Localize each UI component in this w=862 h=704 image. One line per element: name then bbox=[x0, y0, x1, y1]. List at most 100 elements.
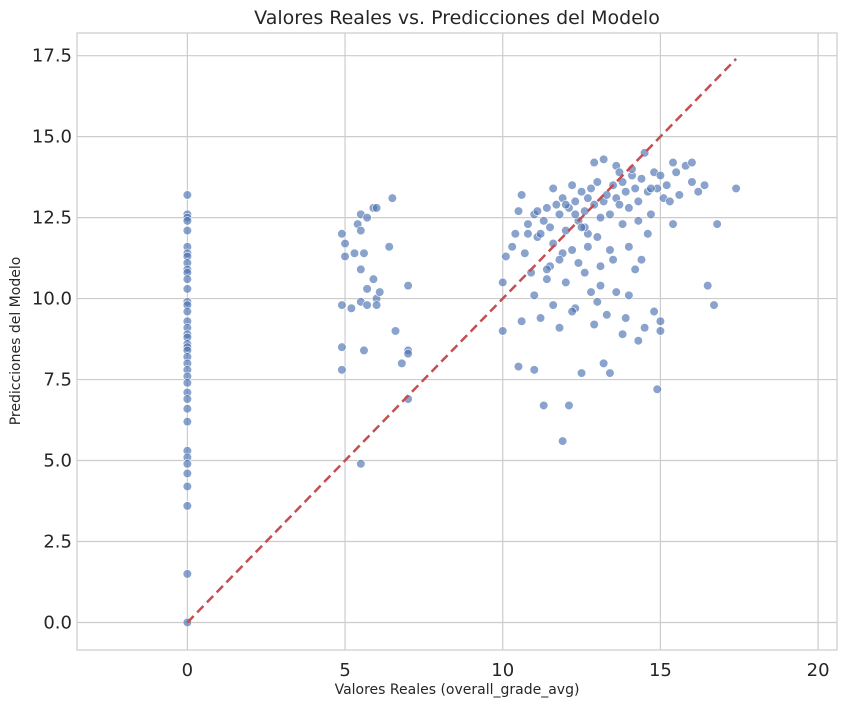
data-point bbox=[182, 378, 192, 388]
data-point bbox=[182, 190, 192, 200]
data-point bbox=[362, 300, 372, 310]
data-point bbox=[687, 177, 697, 187]
data-point bbox=[337, 365, 347, 375]
data-point bbox=[662, 180, 672, 190]
data-point bbox=[570, 209, 580, 219]
data-point bbox=[384, 242, 394, 252]
data-point bbox=[671, 167, 681, 177]
data-point bbox=[576, 368, 587, 378]
data-point bbox=[573, 258, 584, 268]
plot-area bbox=[76, 32, 838, 651]
data-point bbox=[523, 219, 533, 229]
data-point bbox=[712, 219, 722, 229]
data-point bbox=[633, 216, 643, 226]
x-axis-label: Valores Reales (overall_grade_avg) bbox=[335, 682, 580, 698]
reference-line bbox=[186, 58, 737, 624]
data-point bbox=[182, 468, 192, 479]
data-point bbox=[356, 264, 366, 275]
x-tick-label: 0 bbox=[182, 660, 193, 681]
data-point bbox=[340, 251, 350, 262]
data-point bbox=[630, 264, 640, 275]
data-point bbox=[362, 284, 372, 294]
data-point bbox=[564, 400, 574, 411]
data-point bbox=[693, 187, 703, 197]
data-point bbox=[359, 248, 369, 258]
data-point bbox=[182, 394, 192, 404]
data-point bbox=[510, 229, 520, 239]
data-point bbox=[561, 277, 571, 287]
data-point bbox=[633, 196, 643, 207]
data-point bbox=[368, 274, 379, 284]
x-tick-label: 5 bbox=[339, 660, 350, 681]
y-tick-label: 10.0 bbox=[32, 289, 72, 310]
data-point bbox=[567, 180, 577, 190]
data-point bbox=[668, 157, 678, 168]
x-tick-label: 15 bbox=[649, 660, 672, 681]
data-point bbox=[605, 209, 615, 219]
data-point bbox=[390, 326, 401, 336]
data-point bbox=[586, 183, 596, 194]
x-tick-label: 10 bbox=[491, 660, 514, 681]
y-tick-labels: 0.0 2.5 5.0 7.5 10.0 12.5 15.0 17.5 bbox=[32, 46, 72, 634]
data-point bbox=[611, 287, 621, 297]
data-point bbox=[182, 216, 192, 226]
data-points bbox=[182, 148, 741, 628]
data-point bbox=[599, 154, 609, 164]
data-point bbox=[599, 358, 609, 368]
data-point bbox=[655, 316, 666, 326]
data-point bbox=[630, 183, 640, 194]
data-point bbox=[646, 209, 656, 219]
data-point bbox=[182, 274, 192, 284]
data-point bbox=[529, 365, 539, 375]
data-point bbox=[558, 436, 568, 446]
data-point bbox=[709, 300, 719, 310]
data-point bbox=[554, 209, 565, 219]
data-point bbox=[371, 300, 382, 310]
data-point bbox=[633, 336, 643, 346]
data-point bbox=[699, 180, 710, 190]
data-point bbox=[621, 313, 631, 323]
data-point bbox=[636, 255, 647, 265]
data-point bbox=[182, 501, 192, 511]
data-point bbox=[513, 206, 524, 216]
data-point bbox=[356, 459, 366, 469]
x-tick-labels: 0 5 10 15 20 bbox=[182, 660, 830, 681]
data-point bbox=[605, 245, 615, 255]
data-point bbox=[624, 203, 634, 213]
data-point bbox=[337, 342, 347, 352]
data-point bbox=[643, 229, 653, 239]
y-axis-label: Predicciones del Modelo bbox=[8, 257, 24, 426]
data-point bbox=[703, 281, 713, 291]
data-point bbox=[731, 183, 741, 194]
data-point bbox=[561, 200, 571, 210]
data-point bbox=[589, 157, 599, 168]
data-point bbox=[646, 183, 656, 194]
data-point bbox=[624, 242, 634, 252]
data-point bbox=[655, 326, 666, 336]
data-point bbox=[349, 248, 360, 258]
data-point bbox=[371, 203, 382, 213]
data-point bbox=[583, 193, 593, 203]
data-point bbox=[498, 326, 508, 336]
data-point bbox=[182, 225, 192, 236]
data-point bbox=[652, 384, 662, 394]
data-point bbox=[359, 345, 369, 356]
data-point bbox=[617, 177, 628, 187]
data-point bbox=[592, 177, 602, 187]
data-point bbox=[589, 319, 599, 330]
data-point bbox=[182, 404, 192, 414]
data-point bbox=[567, 245, 577, 255]
data-point bbox=[529, 290, 539, 300]
data-point bbox=[687, 157, 697, 168]
data-point bbox=[636, 174, 647, 184]
data-point bbox=[532, 206, 543, 216]
data-point bbox=[576, 187, 587, 197]
data-point bbox=[346, 303, 356, 313]
x-tick-label: 20 bbox=[807, 660, 830, 681]
data-point bbox=[655, 170, 666, 181]
data-point bbox=[624, 290, 634, 300]
data-point bbox=[570, 196, 580, 207]
data-point bbox=[551, 200, 561, 210]
data-point bbox=[617, 219, 628, 229]
